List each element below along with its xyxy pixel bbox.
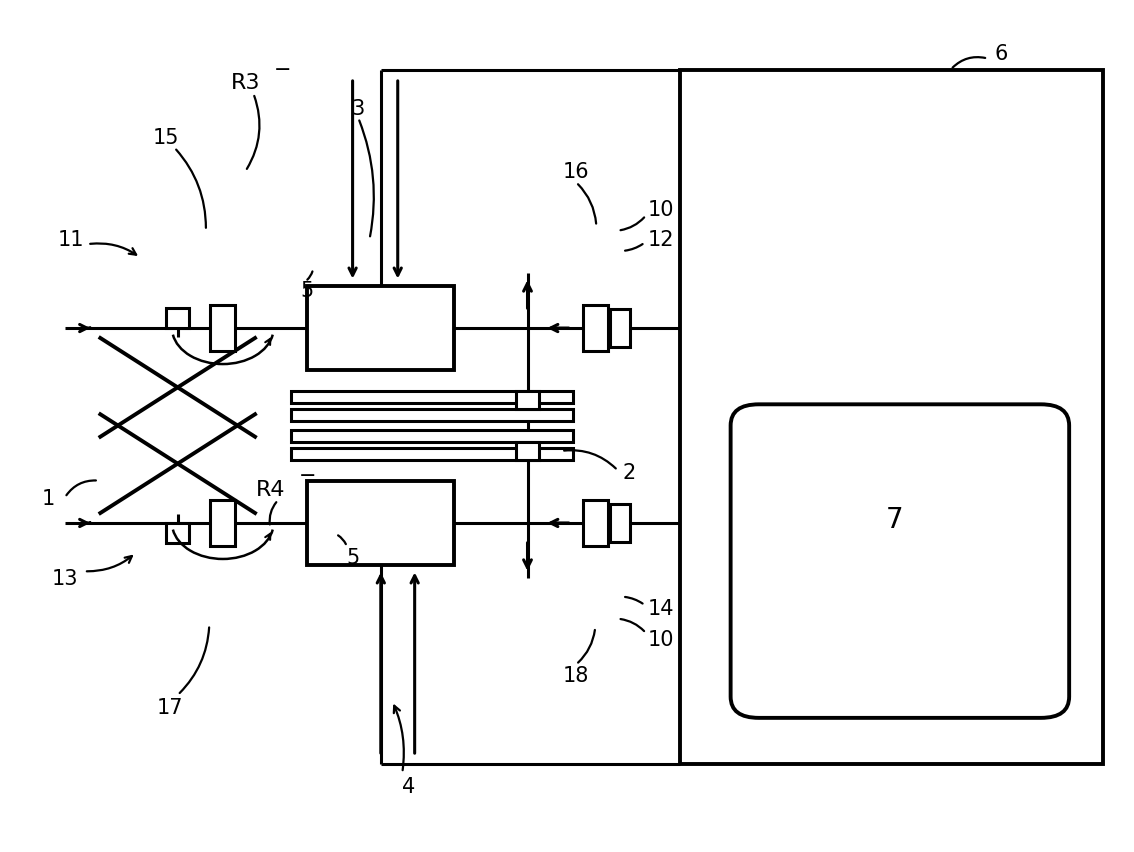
Text: 5: 5 — [301, 280, 314, 301]
Text: 10: 10 — [648, 630, 674, 649]
Text: 2: 2 — [623, 463, 636, 482]
Bar — [167, 523, 189, 544]
Bar — [583, 305, 608, 352]
Text: R4: R4 — [255, 480, 285, 499]
Text: 13: 13 — [51, 568, 78, 589]
Text: 16: 16 — [562, 162, 590, 182]
Bar — [290, 410, 573, 422]
Bar — [211, 500, 235, 547]
Text: 11: 11 — [57, 230, 84, 250]
Bar — [680, 71, 1103, 764]
Text: 12: 12 — [648, 230, 674, 250]
Text: 10: 10 — [648, 200, 674, 220]
Bar — [307, 286, 454, 371]
Bar — [610, 310, 631, 348]
Text: 17: 17 — [156, 697, 183, 717]
Text: 1: 1 — [41, 488, 54, 508]
Text: 7: 7 — [886, 505, 903, 533]
Text: 5: 5 — [346, 547, 359, 567]
Text: 18: 18 — [562, 665, 590, 686]
Text: 14: 14 — [648, 598, 674, 618]
Bar — [583, 500, 608, 547]
Bar — [307, 481, 454, 566]
Text: R3: R3 — [230, 73, 260, 93]
Bar — [290, 430, 573, 442]
Bar — [167, 308, 189, 329]
Bar — [610, 504, 631, 542]
Text: 6: 6 — [995, 43, 1008, 64]
Text: −: − — [274, 60, 291, 79]
Text: 3: 3 — [352, 99, 365, 118]
Bar — [211, 305, 235, 352]
Text: −: − — [298, 466, 316, 486]
Bar — [516, 442, 539, 461]
Bar — [516, 391, 539, 410]
Bar — [290, 391, 573, 403]
Text: 15: 15 — [153, 128, 179, 148]
Text: 4: 4 — [403, 776, 416, 796]
Bar — [290, 449, 573, 461]
FancyBboxPatch shape — [730, 405, 1069, 718]
